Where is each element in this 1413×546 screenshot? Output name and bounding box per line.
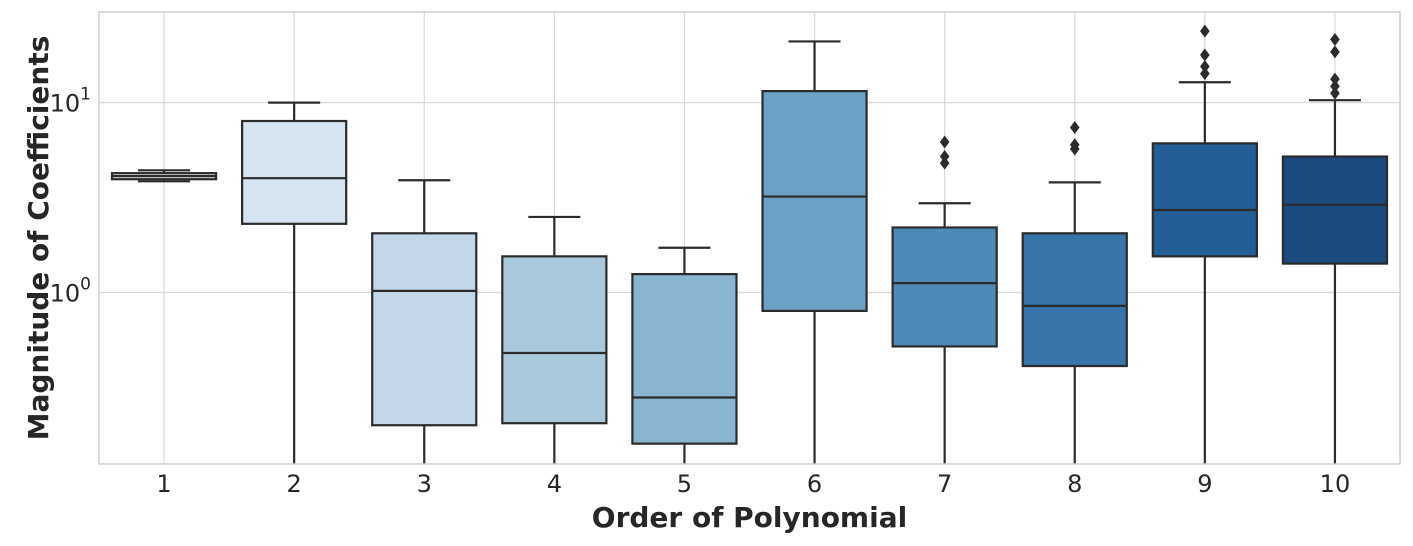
y-tick-label: 100 xyxy=(50,275,91,308)
x-tick-label: 4 xyxy=(547,470,562,498)
box-group xyxy=(1151,24,1258,464)
y-axis-label: Magnitude of Coefficients xyxy=(22,36,55,441)
x-tick-label: 3 xyxy=(417,470,432,498)
box-group xyxy=(501,215,608,464)
outlier-marker xyxy=(1200,48,1210,62)
box-group xyxy=(631,246,738,464)
outlier-marker xyxy=(939,156,950,170)
box-iqr xyxy=(241,119,348,225)
outlier-marker xyxy=(1200,24,1210,38)
box-iqr xyxy=(1151,142,1258,258)
outlier-marker xyxy=(939,135,950,149)
x-tick-label: 10 xyxy=(1320,470,1351,498)
box-iqr xyxy=(761,89,868,313)
x-axis-label: Order of Polynomial xyxy=(592,501,907,534)
x-tick-label: 1 xyxy=(156,470,171,498)
outlier-marker xyxy=(1069,120,1080,134)
box-group xyxy=(1021,120,1128,464)
box-iqr xyxy=(501,255,608,425)
box-iqr xyxy=(891,226,998,348)
outlier-marker xyxy=(1330,72,1340,86)
outlier-marker xyxy=(1200,67,1210,81)
x-tick-label: 8 xyxy=(1067,470,1082,498)
outlier-marker xyxy=(1330,45,1340,59)
box-series xyxy=(110,24,1389,464)
plot-frame xyxy=(98,11,1401,465)
outlier-marker xyxy=(1330,79,1340,93)
outlier-marker xyxy=(939,150,950,164)
box-group xyxy=(110,169,218,183)
box-group xyxy=(891,135,998,464)
box-group xyxy=(1281,32,1389,464)
x-tick-label: 2 xyxy=(287,470,302,498)
box-group xyxy=(371,179,478,464)
outlier-marker xyxy=(1200,59,1210,73)
x-tick-label: 9 xyxy=(1197,470,1212,498)
box-group xyxy=(761,40,868,464)
x-tick-label: 5 xyxy=(677,470,692,498)
outlier-marker xyxy=(1330,86,1340,100)
box-iqr xyxy=(1021,232,1128,368)
box-iqr xyxy=(631,273,738,445)
outlier-marker xyxy=(1069,138,1080,152)
box-iqr xyxy=(1281,155,1389,265)
x-tick-label: 6 xyxy=(807,470,822,498)
tick-labels: 100 101 1 2 3 4 5 6 7 8 9 10 xyxy=(50,85,1351,498)
x-tick-label: 7 xyxy=(937,470,952,498)
outlier-marker xyxy=(1330,32,1340,46)
box-group xyxy=(241,101,348,464)
box-iqr xyxy=(371,232,478,427)
y-tick-label: 101 xyxy=(50,85,91,118)
